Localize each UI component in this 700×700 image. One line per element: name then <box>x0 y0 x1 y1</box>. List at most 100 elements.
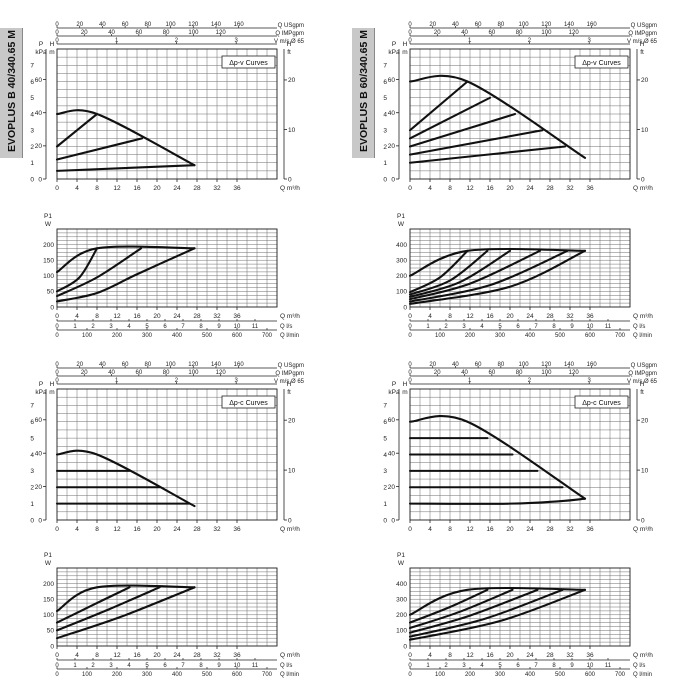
y-tick-label: 7 <box>383 403 387 410</box>
top-axis-tick-label: 80 <box>163 30 170 36</box>
mode-label: Δp-v Curves <box>582 60 621 67</box>
h-right-label: H <box>640 41 645 48</box>
x-tick-label: 4 <box>75 526 79 533</box>
top-axis-tick-label: 100 <box>166 22 177 28</box>
chart-panel-2: 0 4 8 12 16 20 24 28 32 36 Q m³/h012345670204060Pk… <box>383 22 657 192</box>
bottom-axis-tick-label: 2 <box>91 663 95 669</box>
y-tick-label: 1 <box>30 160 34 167</box>
plot-frame <box>409 567 631 647</box>
top-axis-tick-label: 20 <box>81 30 88 36</box>
bottom-axis-tick-label: 10 <box>587 663 594 669</box>
x-tick-label: 16 <box>133 185 141 192</box>
bottom-axis-tick-label: 5 <box>498 663 502 669</box>
top-axis-tick-label: 40 <box>461 370 468 376</box>
kpa-tick-label: 20 <box>35 143 43 150</box>
y-tick-label: 50 <box>47 289 55 296</box>
mode-label-box <box>574 55 629 69</box>
ft-tick-label: 0 <box>641 176 645 183</box>
x-tick-label: 4 <box>428 313 432 320</box>
bottom-axis-tick-label: 600 <box>232 672 243 678</box>
y-tick-label: 0 <box>403 643 407 650</box>
ft-tick-label: 10 <box>288 127 296 134</box>
top-axis-unit: V m/s Ø 65 <box>274 39 305 45</box>
y-tick-label: 4 <box>383 452 387 459</box>
top-axis-tick-label: 0 <box>408 378 412 384</box>
top-axis-tick-label: 100 <box>188 30 199 36</box>
bottom-axis-tick-label: 9 <box>570 663 574 669</box>
kpa-tick-label: 40 <box>35 110 43 117</box>
x-tick-label: 16 <box>486 526 494 533</box>
bottom-axis-tick-label: 600 <box>232 333 243 339</box>
y-tick-label: 6 <box>383 79 387 86</box>
bottom-axis-tick-label: 5 <box>145 324 149 330</box>
x-tick-label: 28 <box>193 313 201 320</box>
y-tick-label: 0 <box>50 304 54 311</box>
h-right-label: H <box>287 41 292 48</box>
bottom-axis-tick-label: 11 <box>605 663 612 669</box>
plot-frame <box>409 228 631 308</box>
top-axis-unit: Q USgpm <box>631 23 657 29</box>
x-tick-label: 28 <box>193 526 201 533</box>
ft-unit-label: ft <box>287 389 291 396</box>
kpa-tick-label: 60 <box>35 417 43 424</box>
top-axis-tick-label: 140 <box>564 22 575 28</box>
top-axis-tick-label: 80 <box>516 370 523 376</box>
bottom-axis-tick-label: 7 <box>534 324 538 330</box>
y-tick-label: 6 <box>383 419 387 426</box>
top-axis-tick-label: 140 <box>211 362 222 368</box>
bottom-axis-tick-label: 2 <box>444 663 448 669</box>
h-unit-label: m <box>49 49 54 56</box>
x-tick-label: 24 <box>173 313 181 320</box>
y-tick-label: 0 <box>50 643 54 650</box>
bottom-axis-tick-label: 6 <box>516 663 520 669</box>
h-axis-label: H <box>403 381 408 388</box>
top-axis-tick-label: 120 <box>541 22 552 28</box>
top-axis-unit: V m/s Ø 65 <box>274 379 305 385</box>
kpa-unit-label: kPa <box>35 389 47 396</box>
bottom-axis-tick-label: 500 <box>555 333 566 339</box>
bottom-axis-tick-label: 8 <box>199 324 203 330</box>
top-axis-tick-label: 0 <box>408 362 412 368</box>
p-axis-label: P <box>39 41 43 48</box>
ft-tick-label: 0 <box>288 176 292 183</box>
p-axis-label: P <box>39 381 43 388</box>
bottom-axis-tick-label: 600 <box>585 333 596 339</box>
ft-unit-label: ft <box>640 389 644 396</box>
y-tick-label: 0 <box>30 517 34 524</box>
top-axis-tick-label: 0 <box>55 362 59 368</box>
x-tick-label: 32 <box>213 313 221 320</box>
top-axis-tick-label: 120 <box>216 370 227 376</box>
x-tick-label: 36 <box>233 185 241 192</box>
x-tick-label: 16 <box>133 652 141 659</box>
top-axis-tick-label: 60 <box>475 22 482 28</box>
kpa-tick-label: 60 <box>388 77 396 84</box>
y-tick-label: 3 <box>383 468 387 475</box>
top-axis-unit: Q USgpm <box>278 23 304 29</box>
top-axis-tick-label: 1 <box>115 378 119 384</box>
ft-tick-label: 0 <box>641 517 645 524</box>
bottom-axis-tick-label: 4 <box>127 324 131 330</box>
top-axis-tick-label: 2 <box>175 378 179 384</box>
bottom-axis-tick-label: 4 <box>127 663 131 669</box>
top-axis-tick-label: 100 <box>541 30 552 36</box>
h-right-label: H <box>287 381 292 388</box>
h-axis-label: H <box>50 41 55 48</box>
y-tick-label: 100 <box>43 612 54 619</box>
top-axis-tick-label: 120 <box>541 362 552 368</box>
h-right-label: H <box>640 381 645 388</box>
mode-label: Δp-c Curves <box>582 400 621 407</box>
x-tick-label: 16 <box>133 526 141 533</box>
y-tick-label: 2 <box>30 485 34 492</box>
w-unit-label: W <box>398 221 405 228</box>
y-tick-label: 100 <box>43 273 54 280</box>
ft-tick-label: 10 <box>641 467 649 474</box>
w-unit-label: W <box>45 560 52 567</box>
top-axis-unit: V m/s Ø 65 <box>627 39 658 45</box>
y-tick-label: 7 <box>30 63 34 70</box>
kpa-tick-label: 40 <box>388 451 396 458</box>
x-tick-label: 24 <box>526 185 534 192</box>
x-tick-label: 12 <box>466 526 474 533</box>
x-tick-label: 28 <box>193 652 201 659</box>
y-tick-label: 7 <box>383 63 387 70</box>
